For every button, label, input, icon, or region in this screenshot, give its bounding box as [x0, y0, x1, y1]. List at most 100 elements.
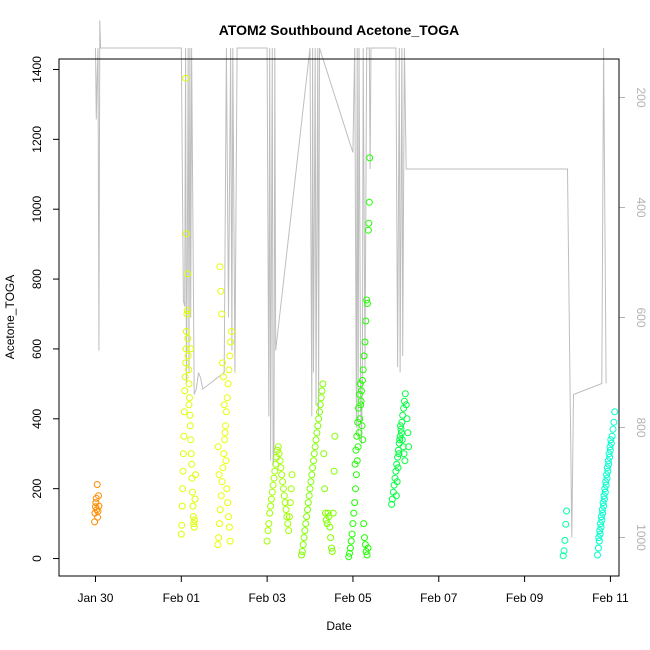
- data-point: [358, 376, 366, 384]
- data-point: [265, 520, 273, 528]
- data-point: [275, 450, 283, 458]
- data-point: [363, 296, 371, 304]
- x-tick-label: Feb 11: [592, 591, 629, 605]
- data-point: [314, 422, 322, 430]
- x-tick-label: Feb 01: [163, 591, 201, 605]
- data-point: [399, 443, 407, 451]
- data-point: [360, 352, 368, 360]
- data-point: [602, 481, 610, 489]
- data-point: [599, 509, 607, 517]
- data-point: [394, 464, 402, 472]
- right-tick-label: 600: [634, 307, 648, 327]
- data-point: [191, 516, 199, 524]
- data-point: [186, 394, 193, 402]
- data-point: [219, 373, 227, 381]
- data-point: [331, 432, 339, 440]
- x-tick-label: Jan 30: [77, 591, 113, 605]
- data-point: [225, 513, 232, 521]
- y-tick-label: 1000: [30, 196, 44, 223]
- y-tick-label: 600: [30, 339, 44, 359]
- data-point: [364, 300, 371, 307]
- data-point: [216, 263, 224, 271]
- data-point: [282, 506, 290, 514]
- data-point: [187, 345, 195, 353]
- data-point: [189, 513, 197, 521]
- data-point: [276, 457, 284, 465]
- data-point: [604, 467, 612, 475]
- data-point: [224, 380, 232, 388]
- data-point: [180, 432, 188, 440]
- data-point: [284, 520, 292, 528]
- data-point: [328, 544, 335, 552]
- data-point: [610, 418, 618, 426]
- data-point: [366, 154, 374, 162]
- data-point: [279, 478, 287, 486]
- data-point: [222, 457, 230, 465]
- data-point: [308, 471, 316, 479]
- data-point: [608, 432, 616, 440]
- data-point: [394, 453, 402, 461]
- data-point: [190, 523, 198, 531]
- data-point: [397, 425, 405, 433]
- data-point: [356, 380, 364, 388]
- data-point: [601, 488, 609, 496]
- data-point: [285, 527, 293, 535]
- data-point: [287, 485, 295, 493]
- data-point: [306, 485, 314, 493]
- data-point: [279, 485, 287, 493]
- data-point: [396, 436, 404, 444]
- data-point: [263, 537, 271, 545]
- data-point: [315, 415, 323, 423]
- y-axis-label: Acetone_TOGA: [3, 275, 17, 360]
- data-point: [398, 436, 406, 444]
- data-point: [187, 436, 195, 444]
- data-point: [349, 520, 357, 528]
- data-point: [309, 464, 317, 472]
- data-point: [264, 527, 272, 535]
- data-point: [607, 439, 615, 447]
- x-axis: Jan 30 Feb 01 Feb 03 Feb 05 Feb 07 Feb 09 Feb …: [77, 576, 629, 605]
- data-point: [317, 394, 325, 402]
- data-point: [327, 534, 335, 542]
- data-point: [298, 551, 305, 559]
- data-point: [606, 443, 614, 451]
- data-point: [225, 523, 233, 531]
- data-point: [392, 467, 400, 475]
- data-point: [177, 530, 185, 538]
- data-point: [215, 471, 223, 479]
- data-point: [312, 436, 320, 444]
- data-point: [603, 464, 611, 472]
- data-point: [403, 415, 411, 423]
- data-point: [357, 397, 365, 405]
- y-axis: 0 200 400 600 800 1000 1200 1400: [30, 56, 59, 562]
- data-point: [182, 328, 190, 335]
- data-point: [179, 450, 187, 458]
- x-tick-label: Feb 07: [420, 591, 458, 605]
- data-point: [178, 502, 186, 510]
- data-point: [268, 488, 276, 496]
- data-point: [277, 464, 285, 472]
- data-point: [267, 495, 275, 503]
- data-point: [221, 429, 229, 437]
- data-point: [271, 467, 279, 475]
- data-point: [272, 460, 280, 468]
- data-point: [388, 500, 396, 508]
- data-point: [359, 436, 367, 444]
- data-point: [225, 366, 233, 374]
- data-point: [307, 478, 315, 486]
- x-axis-label: Date: [326, 619, 352, 633]
- right-tick-label: 800: [634, 417, 648, 437]
- x-tick-label: Feb 09: [506, 591, 544, 605]
- y-tick-label: 1400: [30, 56, 44, 83]
- data-point: [218, 310, 226, 318]
- data-point: [365, 219, 373, 227]
- data-point: [352, 446, 360, 454]
- data-point: [226, 537, 234, 545]
- data-point: [192, 471, 199, 479]
- data-point: [190, 520, 198, 528]
- data-point: [355, 390, 363, 398]
- data-point: [561, 536, 569, 544]
- data-point: [364, 544, 372, 552]
- chart-title: ATOM2 Southbound Acetone_TOGA: [219, 22, 460, 38]
- data-point: [93, 506, 101, 514]
